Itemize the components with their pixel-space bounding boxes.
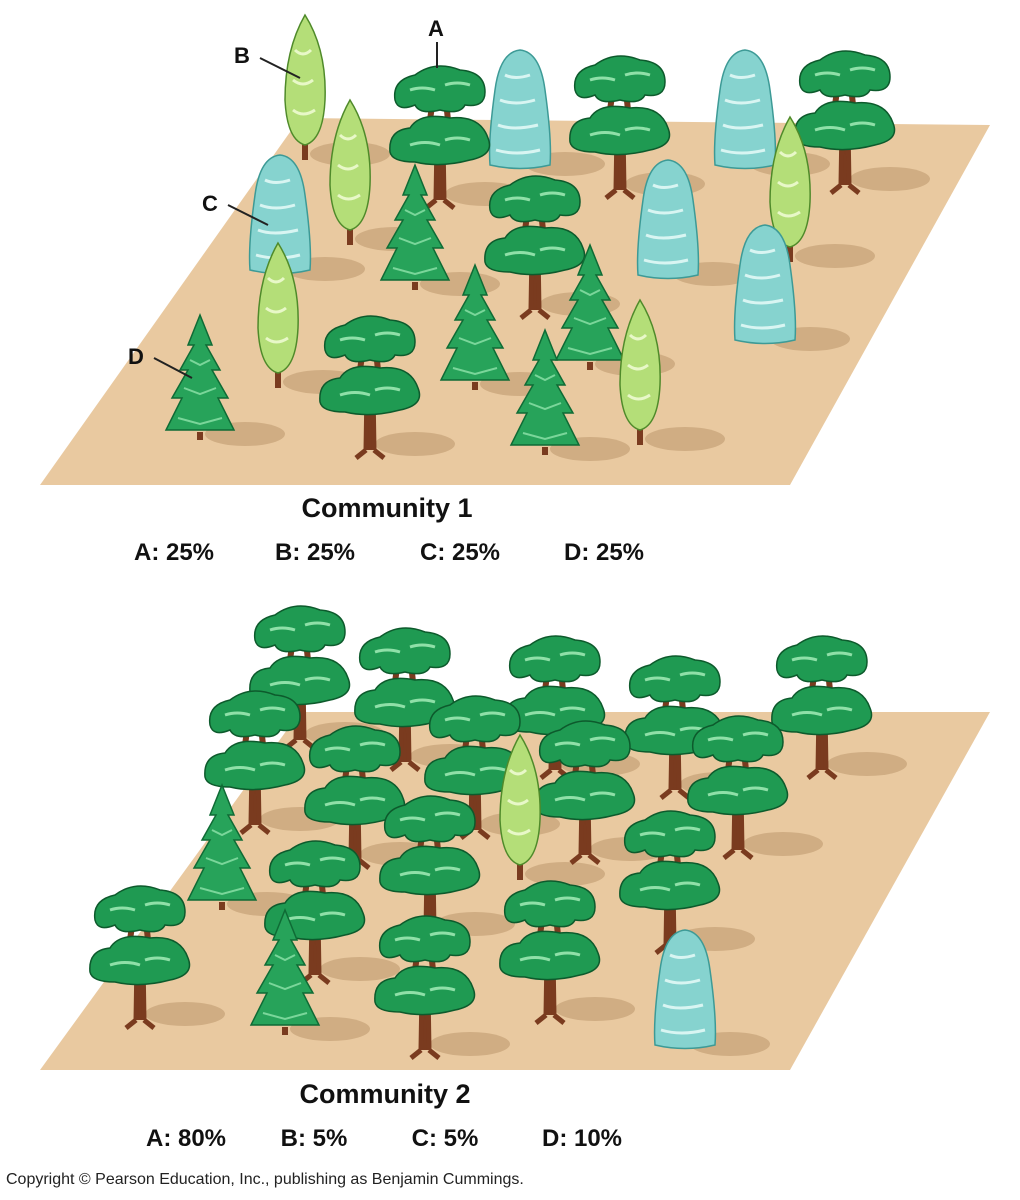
tree-species-c — [488, 48, 552, 170]
species-labels: A B C D — [128, 16, 444, 379]
community-1-stat-d: D: 25% — [564, 539, 644, 566]
community-2-title: Community 2 — [299, 1079, 470, 1109]
trees-community-2 — [90, 606, 907, 1058]
tree-shadow — [430, 1032, 510, 1056]
tree-shadow — [645, 427, 725, 451]
tree-shadow — [145, 1002, 225, 1026]
trees-community-1 — [165, 13, 930, 461]
tree-shadow — [555, 997, 635, 1021]
copyright-notice: Copyright © Pearson Education, Inc., pub… — [6, 1171, 524, 1188]
tree-shadow — [525, 862, 605, 886]
tree-shadow — [827, 752, 907, 776]
tree-species-c — [713, 48, 777, 170]
tree-shadow — [795, 244, 875, 268]
tree-shadow — [850, 167, 930, 191]
tree-shadow — [743, 832, 823, 856]
community-2-stat-b: B: 5% — [281, 1125, 348, 1152]
community-1-title: Community 1 — [301, 493, 472, 523]
label-c: C — [202, 191, 218, 216]
label-d: D — [128, 344, 144, 369]
community-1-stat-a: A: 25% — [134, 539, 214, 566]
community-2-stat-c: C: 5% — [412, 1125, 479, 1152]
label-b: B — [234, 43, 250, 68]
tree-shadow — [320, 957, 400, 981]
community-1-stat-b: B: 25% — [275, 539, 355, 566]
label-a: A — [428, 16, 444, 41]
community-1-stat-c: C: 25% — [420, 539, 500, 566]
tree-shadow — [375, 432, 455, 456]
community-2-stat-d: D: 10% — [542, 1125, 622, 1152]
community-2-stat-a: A: 80% — [146, 1125, 226, 1152]
